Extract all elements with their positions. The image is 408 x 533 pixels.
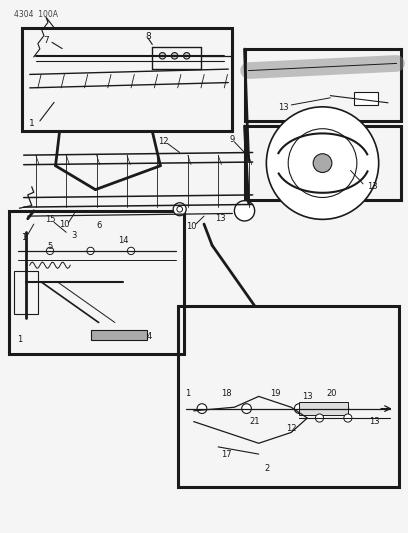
- Text: 4304  100A: 4304 100A: [13, 10, 58, 19]
- Text: 1: 1: [29, 118, 35, 127]
- Circle shape: [184, 53, 190, 59]
- Circle shape: [197, 403, 207, 414]
- Text: 4: 4: [146, 332, 151, 341]
- Text: 13: 13: [367, 182, 378, 191]
- Text: 2: 2: [264, 464, 269, 473]
- Text: 13: 13: [215, 214, 226, 223]
- Bar: [354, 92, 378, 105]
- Text: 1: 1: [185, 389, 191, 398]
- Circle shape: [87, 247, 94, 255]
- Circle shape: [47, 247, 54, 255]
- Text: 13: 13: [278, 103, 289, 112]
- Text: 12: 12: [286, 424, 296, 433]
- Circle shape: [344, 414, 352, 422]
- Text: 7: 7: [43, 36, 49, 45]
- Circle shape: [294, 403, 304, 414]
- Text: 10: 10: [186, 222, 197, 231]
- Circle shape: [234, 201, 255, 221]
- Circle shape: [171, 53, 178, 59]
- Text: 17: 17: [221, 450, 232, 458]
- Text: 5: 5: [47, 242, 53, 251]
- Text: 19: 19: [270, 389, 280, 398]
- Bar: [244, 49, 401, 120]
- Text: 20: 20: [326, 389, 337, 398]
- Text: 13: 13: [369, 417, 379, 426]
- Circle shape: [313, 154, 332, 173]
- Bar: [22, 28, 233, 131]
- Bar: [244, 126, 401, 200]
- Circle shape: [159, 53, 166, 59]
- Text: 13: 13: [302, 392, 313, 401]
- Text: 1: 1: [17, 335, 22, 344]
- Text: 1: 1: [21, 233, 26, 242]
- Circle shape: [266, 107, 379, 220]
- Text: 21: 21: [249, 417, 260, 426]
- Text: 8: 8: [145, 31, 151, 41]
- Bar: [177, 306, 399, 487]
- Bar: [13, 271, 38, 314]
- Bar: [299, 402, 348, 415]
- Bar: [91, 330, 147, 340]
- Bar: [9, 211, 184, 354]
- Text: 15: 15: [45, 215, 55, 224]
- Circle shape: [173, 203, 186, 216]
- Text: 9: 9: [230, 135, 235, 144]
- Circle shape: [242, 403, 251, 414]
- Circle shape: [339, 403, 349, 414]
- Circle shape: [315, 414, 324, 422]
- Text: 6: 6: [96, 221, 101, 230]
- Text: 3: 3: [72, 231, 77, 240]
- Circle shape: [127, 247, 135, 255]
- Text: 14: 14: [118, 237, 128, 245]
- Text: 10: 10: [59, 220, 69, 229]
- Text: 12: 12: [158, 138, 169, 147]
- Text: 18: 18: [221, 389, 232, 398]
